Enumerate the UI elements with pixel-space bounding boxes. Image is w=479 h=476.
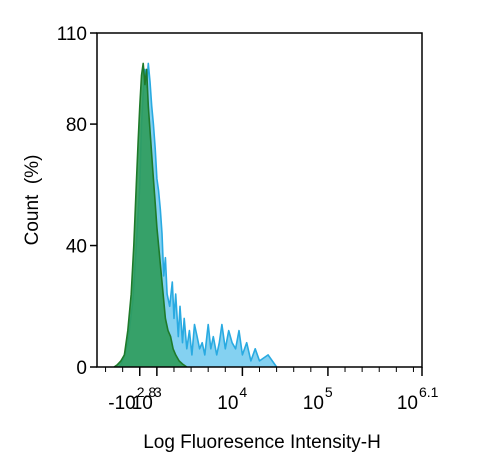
y-tick-label-1: 40 (66, 237, 87, 258)
x-tick-exponent-1: 3 (154, 384, 162, 400)
x-tick-label-1: 10 (132, 393, 153, 414)
x-tick-label-2: 10 (217, 393, 238, 414)
x-tick-exponent-2: 4 (239, 384, 247, 400)
x-tick-exponent-0: 2.8 (137, 384, 157, 400)
x-tick-label-4: 10 (397, 393, 418, 414)
x-tick-exponent-4: 6.1 (419, 384, 439, 400)
y-axis-title: Count (%) (22, 155, 43, 246)
x-axis-title: Log Fluoresence Intensity-H (143, 432, 381, 453)
y-tick-label-3: 110 (57, 24, 87, 45)
y-tick-label-2: 80 (66, 115, 87, 136)
x-tick-exponent-3: 5 (325, 384, 333, 400)
y-tick-label-0: 0 (76, 358, 87, 379)
x-tick-label-3: 10 (303, 393, 324, 414)
x-tick-label-0: -10 (108, 393, 135, 414)
series-2-fill (114, 63, 187, 368)
series-2-line (113, 62, 188, 368)
